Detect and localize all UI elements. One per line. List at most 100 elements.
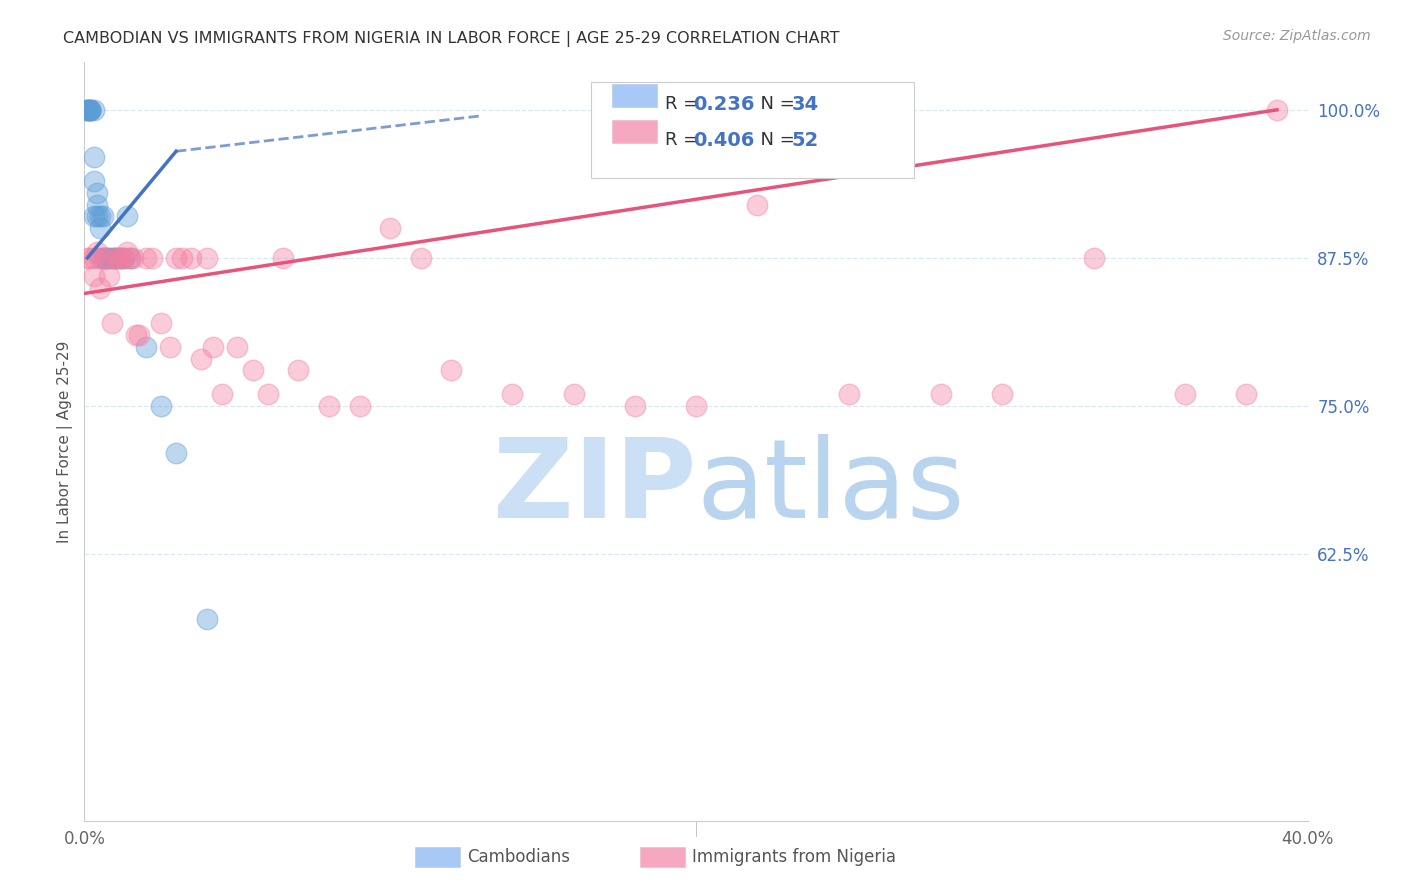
Point [257,387,280,401]
Point [83,174,105,188]
Point [83,251,105,265]
Point [91,251,114,265]
Point [86,197,108,211]
Point [97,268,120,283]
Point [91,251,114,265]
Point [838,387,860,401]
Text: R =: R = [665,131,704,149]
Point [83,150,105,164]
Point [86,244,108,259]
Point [79,251,101,265]
Point [128,327,150,342]
Point [190,351,212,366]
Text: R =: R = [665,95,704,113]
Point [86,210,108,224]
Point [141,251,163,265]
Point [76,103,98,117]
Point [287,363,309,377]
Point [110,251,132,265]
Point [380,221,402,235]
Point [159,340,181,354]
Point [624,399,647,413]
Text: N =: N = [749,131,801,149]
Point [89,251,111,265]
Point [349,399,371,413]
Point [1174,387,1197,401]
Point [115,210,138,224]
Point [89,221,111,235]
Point [94,251,117,265]
Point [120,251,142,265]
Y-axis label: In Labor Force | Age 25-29: In Labor Force | Age 25-29 [58,341,73,542]
Point [135,340,157,354]
Point [83,103,105,117]
Point [79,103,101,117]
Point [89,210,111,224]
Text: 0.406: 0.406 [693,131,755,150]
Point [149,316,172,330]
Point [120,251,142,265]
Point [104,251,127,265]
Point [76,251,98,265]
Point [115,244,138,259]
Point [76,103,98,117]
Point [318,399,340,413]
Point [79,103,101,117]
Point [195,251,218,265]
Point [747,197,769,211]
Point [97,251,120,265]
Point [991,387,1014,401]
Point [440,363,463,377]
Point [79,103,101,117]
Point [135,251,157,265]
Text: atlas: atlas [696,434,965,541]
Point [83,268,105,283]
Point [149,399,172,413]
Point [101,251,124,265]
Point [101,316,124,330]
Point [562,387,585,401]
Point [104,251,127,265]
Point [1236,387,1258,401]
Point [502,387,524,401]
Point [83,210,105,224]
Point [271,251,294,265]
Text: Source: ZipAtlas.com: Source: ZipAtlas.com [1223,29,1371,43]
Text: 52: 52 [792,131,818,150]
Text: Immigrants from Nigeria: Immigrants from Nigeria [692,848,896,866]
Text: 0.236: 0.236 [693,95,755,114]
Text: CAMBODIAN VS IMMIGRANTS FROM NIGERIA IN LABOR FORCE | AGE 25-29 CORRELATION CHAR: CAMBODIAN VS IMMIGRANTS FROM NIGERIA IN … [63,31,839,47]
Text: N =: N = [749,95,801,113]
Point [122,251,145,265]
Text: ZIP: ZIP [492,434,696,541]
Point [685,399,707,413]
Point [94,251,117,265]
Point [1265,103,1288,117]
Point [104,251,127,265]
Point [110,251,132,265]
Point [172,251,194,265]
Point [165,446,187,460]
Point [76,103,98,117]
Text: Cambodians: Cambodians [467,848,569,866]
Point [112,251,135,265]
Point [79,103,101,117]
Point [195,612,218,626]
Point [165,251,187,265]
Point [180,251,202,265]
Point [89,280,111,294]
Point [242,363,264,377]
Point [211,387,233,401]
Point [107,251,129,265]
Point [112,251,135,265]
Point [201,340,224,354]
Point [94,251,117,265]
Point [86,186,108,200]
Point [125,327,148,342]
Text: 34: 34 [792,95,818,114]
Point [226,340,249,354]
Point [409,251,432,265]
Point [929,387,952,401]
Point [107,251,129,265]
Point [1083,251,1105,265]
